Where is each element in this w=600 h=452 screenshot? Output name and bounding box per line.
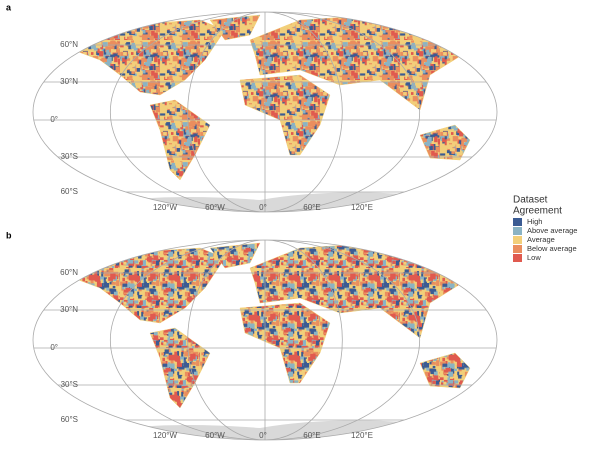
lat-label: 60°S <box>61 187 78 196</box>
legend-label: High <box>527 217 542 226</box>
lat-label: 60°N <box>60 40 78 49</box>
map-outline <box>32 11 498 213</box>
lon-label: 60°E <box>303 431 320 440</box>
legend-title: Agreement <box>513 206 562 217</box>
lat-label: 30°S <box>61 380 78 389</box>
map-panel: a 60°N 30°N 0° 30°S 60°S 120°W 60°W 0° 60°E 120°E <box>6 2 498 213</box>
lat-label: 0° <box>50 343 58 352</box>
legend-label: Low <box>527 253 541 262</box>
lon-label: 120°W <box>153 431 178 440</box>
lat-label: 60°S <box>61 415 78 424</box>
lon-label: 60°W <box>205 203 225 212</box>
lon-label: 120°E <box>351 431 373 440</box>
legend-swatch <box>513 227 522 235</box>
lon-label: 0° <box>259 431 267 440</box>
lat-label: 30°S <box>61 152 78 161</box>
lat-label: 30°N <box>60 305 78 314</box>
panel-label: b <box>6 230 12 240</box>
map-body <box>33 240 497 440</box>
lon-label: 60°W <box>205 431 225 440</box>
lat-label: 30°N <box>60 77 78 86</box>
meridian <box>109 240 421 440</box>
legend-swatch <box>513 254 522 262</box>
lon-label: 120°W <box>153 203 178 212</box>
legend-label: Above average <box>527 226 577 235</box>
legend-label: Below average <box>527 244 577 253</box>
legend-swatch <box>513 218 522 226</box>
lon-label: 120°E <box>351 203 373 212</box>
map-body <box>33 12 497 212</box>
meridian <box>187 240 343 440</box>
lat-label: 0° <box>50 115 58 124</box>
panel-label: a <box>6 2 12 12</box>
meridian <box>187 12 343 212</box>
map-panel: b 60°N 30°N 0° 30°S 60°S 120°W 60°W 0° 60°E 120°E <box>6 230 498 441</box>
lon-label: 60°E <box>303 203 320 212</box>
legend-label: Average <box>527 235 555 244</box>
lon-label: 0° <box>259 203 267 212</box>
legend-swatch <box>513 236 522 244</box>
legend-swatch <box>513 245 522 253</box>
legend-title: Dataset <box>513 195 548 206</box>
lat-label: 60°N <box>60 268 78 277</box>
map-outline <box>32 239 498 441</box>
meridian <box>109 12 421 212</box>
